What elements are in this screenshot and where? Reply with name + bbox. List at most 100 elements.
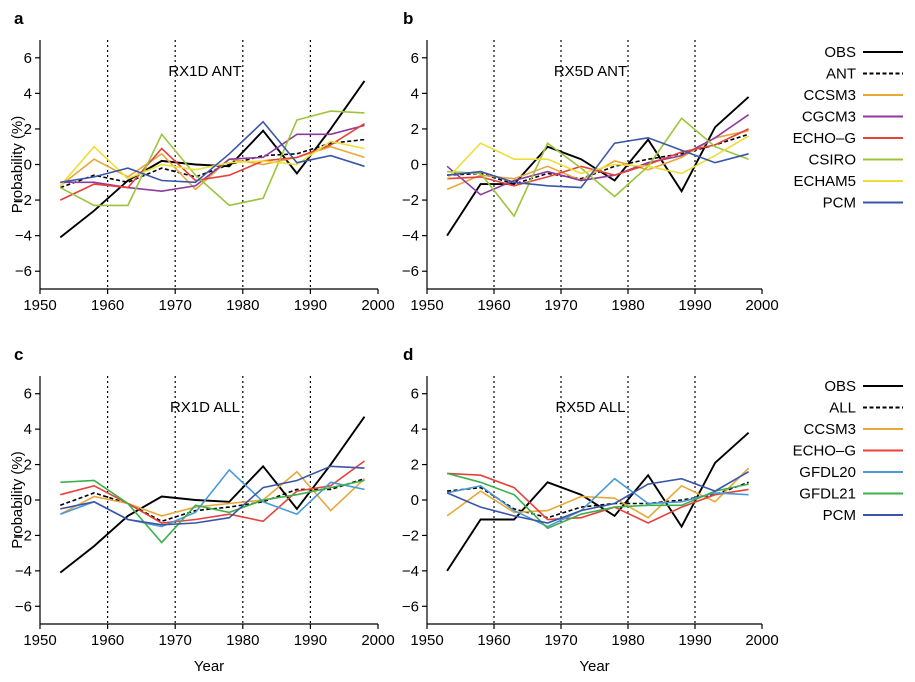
series-line-echo-g: [447, 128, 749, 187]
y-tick-label: 6: [411, 50, 419, 67]
panel-c: c −6 −4 −2 0 2 4 6 1950 1960 1970 1980 1990 2000 RX1D …: [9, 345, 395, 675]
y-axis-label: Probability (%): [9, 451, 26, 549]
x-tick-label: 1970: [544, 297, 577, 314]
y-tick-label: 2: [24, 121, 32, 138]
y-tick-label: 2: [411, 121, 419, 138]
y-tick-label: 0: [24, 492, 32, 509]
y-tick-label: −2: [15, 527, 32, 544]
panel-title: RX5D ANT: [554, 63, 627, 80]
x-tick-label: 1980: [226, 297, 259, 314]
y-axis-label: Probability (%): [9, 116, 26, 214]
series-line-pcm: [60, 465, 365, 526]
legend-entry: PCM: [823, 507, 903, 524]
series-line-obs: [59, 416, 366, 574]
y-tick-label: 6: [24, 386, 32, 403]
legend-label: OBS: [824, 378, 856, 395]
series-line-ccsm3: [446, 467, 750, 519]
legend-label: CSIRO: [808, 152, 856, 169]
y-tick-label: −4: [15, 563, 32, 580]
legend-entry: ECHO–G: [793, 443, 903, 460]
x-tick-label: 1990: [678, 632, 711, 649]
series-line-cgcm3: [60, 124, 365, 193]
y-tick-label: 6: [24, 50, 32, 67]
x-tick-label: 2000: [745, 632, 778, 649]
legend-label: PCM: [823, 507, 856, 524]
y-tick-label: −6: [402, 263, 419, 280]
panel-d: d −6 −4 −2 0 2 4 6 1950 1960 1970 1980 1990 2000 RX5D …: [402, 345, 779, 675]
x-tick-label: 1990: [294, 297, 327, 314]
y-tick-label: −2: [402, 527, 419, 544]
legend-entry: CSIRO: [808, 152, 903, 169]
legend-label: GFDL21: [799, 486, 856, 503]
x-tick-label: 1950: [410, 297, 443, 314]
y-tick-label: −4: [402, 563, 419, 580]
legend-entry: CCSM3: [803, 87, 903, 104]
panel-a: a −6 −4 −2 0 2 4 6 1950 1960 1970 1980 1990 2000 RX1D …: [9, 9, 395, 314]
legend-entry: ANT: [826, 66, 903, 83]
x-tick-label: 1990: [294, 632, 327, 649]
legend-label: ECHAM5: [793, 173, 856, 190]
x-tick-label: 2000: [361, 297, 394, 314]
y-tick-label: −6: [402, 598, 419, 615]
series-line-echam5: [59, 140, 365, 187]
legend-entry: CCSM3: [803, 421, 903, 438]
x-axis-label: Year: [194, 658, 224, 675]
x-tick-label: 1970: [159, 632, 192, 649]
series-line-cgcm3: [446, 114, 750, 196]
legend-entry: OBS: [824, 44, 903, 61]
legend-label: CCSM3: [803, 87, 856, 104]
y-tick-label: 6: [411, 386, 419, 403]
y-tick-label: −4: [15, 228, 32, 245]
x-tick-label: 1960: [91, 632, 124, 649]
x-tick-label: 2000: [745, 297, 778, 314]
series-line-obs: [59, 80, 366, 239]
x-tick-label: 1960: [91, 297, 124, 314]
legend-1: OBS ALL CCSM3 ECHO–G GFDL20 GFDL21 PCM: [793, 378, 903, 524]
legend-label: CGCM3: [802, 109, 856, 126]
panel-title: RX1D ANT: [168, 63, 241, 80]
x-tick-label: 1950: [23, 297, 56, 314]
legend-entry: OBS: [824, 378, 903, 395]
x-tick-label: 1960: [477, 297, 510, 314]
panel-b: b −6 −4 −2 0 2 4 6 1950 1960 1970 1980 1990 2000 RX5D …: [402, 9, 779, 314]
x-tick-label: 1950: [23, 632, 56, 649]
legend-label: CCSM3: [803, 421, 856, 438]
series-line-echo-g: [59, 122, 365, 201]
series-line-pcm: [447, 136, 749, 189]
x-axis-label: Year: [579, 658, 609, 675]
legend-entry: ECHO–G: [793, 130, 903, 147]
y-tick-label: 4: [24, 421, 32, 438]
series-line-ant: [60, 138, 365, 189]
series-line-echo-g: [447, 472, 749, 524]
series-line-echo-g: [60, 460, 365, 524]
y-tick-label: 4: [411, 85, 419, 102]
series-line-obs: [446, 431, 750, 572]
legend-label: GFDL20: [799, 464, 856, 481]
panel-title: RX1D ALL: [170, 399, 240, 416]
x-tick-label: 1970: [159, 297, 192, 314]
y-tick-label: −6: [15, 263, 32, 280]
y-tick-label: 4: [24, 85, 32, 102]
series-line-pcm: [60, 120, 365, 184]
y-tick-label: −4: [402, 228, 419, 245]
series-line-echam5: [446, 135, 750, 180]
y-tick-label: 2: [411, 457, 419, 474]
panel-letter: c: [14, 345, 23, 364]
x-tick-label: 1980: [611, 632, 644, 649]
legend-entry: GFDL20: [799, 464, 903, 481]
panel-letter: d: [403, 345, 413, 364]
series-line-csiro: [59, 110, 365, 207]
legend-entry: CGCM3: [802, 109, 903, 126]
legend-entry: ECHAM5: [793, 173, 903, 190]
y-tick-label: 0: [411, 492, 419, 509]
y-tick-label: −6: [15, 598, 32, 615]
x-tick-label: 1980: [226, 632, 259, 649]
legend-label: OBS: [824, 44, 856, 61]
legend-label: ANT: [826, 66, 856, 83]
legend-label: ALL: [829, 400, 856, 417]
x-tick-label: 1960: [477, 632, 510, 649]
y-tick-label: 4: [411, 421, 419, 438]
legend-label: ECHO–G: [793, 443, 856, 460]
panel-title: RX5D ALL: [555, 399, 625, 416]
